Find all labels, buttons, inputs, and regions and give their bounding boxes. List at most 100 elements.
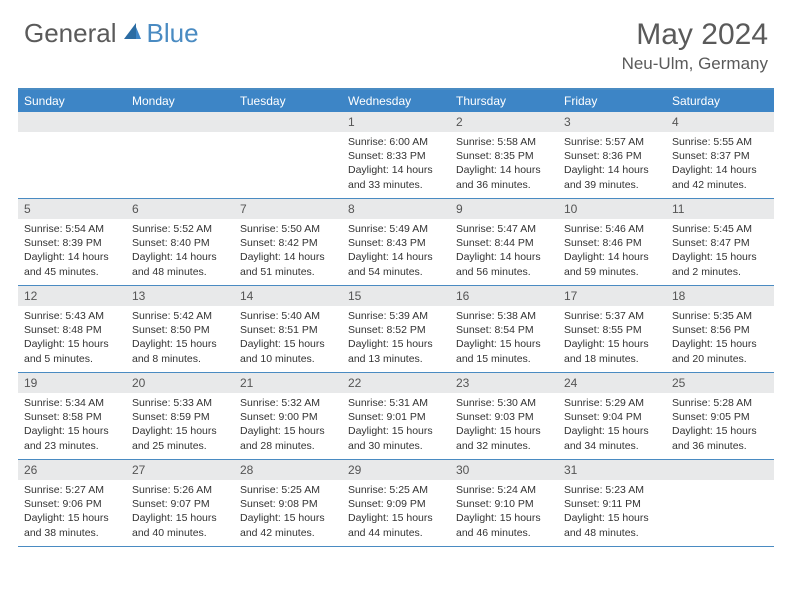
day-header: Friday bbox=[558, 90, 666, 112]
calendar: SundayMondayTuesdayWednesdayThursdayFrid… bbox=[18, 88, 774, 547]
day-detail-line: Sunrise: 5:46 AM bbox=[564, 222, 660, 236]
day-number: 14 bbox=[234, 286, 342, 306]
day-details: Sunrise: 5:33 AMSunset: 8:59 PMDaylight:… bbox=[126, 393, 234, 459]
day-detail-line: Sunset: 8:58 PM bbox=[24, 410, 120, 424]
calendar-day-cell: 12Sunrise: 5:43 AMSunset: 8:48 PMDayligh… bbox=[18, 286, 126, 372]
calendar-day-cell: 20Sunrise: 5:33 AMSunset: 8:59 PMDayligh… bbox=[126, 373, 234, 459]
day-detail-line: Sunset: 8:52 PM bbox=[348, 323, 444, 337]
day-detail-line: and 40 minutes. bbox=[132, 526, 228, 540]
day-number: 16 bbox=[450, 286, 558, 306]
day-detail-line: and 54 minutes. bbox=[348, 265, 444, 279]
day-detail-line: Daylight: 15 hours bbox=[240, 337, 336, 351]
day-header: Thursday bbox=[450, 90, 558, 112]
day-details: Sunrise: 5:58 AMSunset: 8:35 PMDaylight:… bbox=[450, 132, 558, 198]
calendar-day-cell: 10Sunrise: 5:46 AMSunset: 8:46 PMDayligh… bbox=[558, 199, 666, 285]
calendar-day-cell: 28Sunrise: 5:25 AMSunset: 9:08 PMDayligh… bbox=[234, 460, 342, 546]
day-number: 15 bbox=[342, 286, 450, 306]
calendar-day-cell: 19Sunrise: 5:34 AMSunset: 8:58 PMDayligh… bbox=[18, 373, 126, 459]
day-detail-line: Sunrise: 5:26 AM bbox=[132, 483, 228, 497]
calendar-day-cell: 6Sunrise: 5:52 AMSunset: 8:40 PMDaylight… bbox=[126, 199, 234, 285]
calendar-day-cell: 16Sunrise: 5:38 AMSunset: 8:54 PMDayligh… bbox=[450, 286, 558, 372]
day-detail-line: Sunrise: 5:50 AM bbox=[240, 222, 336, 236]
day-details: Sunrise: 5:35 AMSunset: 8:56 PMDaylight:… bbox=[666, 306, 774, 372]
calendar-day-cell: 9Sunrise: 5:47 AMSunset: 8:44 PMDaylight… bbox=[450, 199, 558, 285]
day-detail-line: and 36 minutes. bbox=[672, 439, 768, 453]
day-detail-line: Daylight: 14 hours bbox=[456, 250, 552, 264]
day-details: Sunrise: 5:34 AMSunset: 8:58 PMDaylight:… bbox=[18, 393, 126, 459]
day-number: 21 bbox=[234, 373, 342, 393]
day-detail-line: Sunrise: 5:29 AM bbox=[564, 396, 660, 410]
brand-logo: General Blue bbox=[24, 18, 199, 49]
day-details: Sunrise: 5:24 AMSunset: 9:10 PMDaylight:… bbox=[450, 480, 558, 546]
calendar-day-cell: 7Sunrise: 5:50 AMSunset: 8:42 PMDaylight… bbox=[234, 199, 342, 285]
day-detail-line: and 5 minutes. bbox=[24, 352, 120, 366]
calendar-day-cell bbox=[666, 460, 774, 546]
calendar-week: 26Sunrise: 5:27 AMSunset: 9:06 PMDayligh… bbox=[18, 460, 774, 547]
day-details: Sunrise: 5:39 AMSunset: 8:52 PMDaylight:… bbox=[342, 306, 450, 372]
day-detail-line: and 2 minutes. bbox=[672, 265, 768, 279]
day-detail-line: Sunrise: 5:25 AM bbox=[348, 483, 444, 497]
day-detail-line: and 34 minutes. bbox=[564, 439, 660, 453]
calendar-day-cell bbox=[126, 112, 234, 198]
day-detail-line: Sunrise: 5:47 AM bbox=[456, 222, 552, 236]
day-detail-line: Daylight: 15 hours bbox=[240, 424, 336, 438]
day-details: Sunrise: 5:31 AMSunset: 9:01 PMDaylight:… bbox=[342, 393, 450, 459]
day-number: 7 bbox=[234, 199, 342, 219]
month-title: May 2024 bbox=[622, 18, 768, 52]
calendar-week: 1Sunrise: 6:00 AMSunset: 8:33 PMDaylight… bbox=[18, 112, 774, 199]
day-detail-line: Daylight: 15 hours bbox=[456, 511, 552, 525]
day-number: 28 bbox=[234, 460, 342, 480]
day-detail-line: Daylight: 15 hours bbox=[672, 337, 768, 351]
day-header: Saturday bbox=[666, 90, 774, 112]
day-detail-line: Sunset: 9:10 PM bbox=[456, 497, 552, 511]
brand-blue: Blue bbox=[147, 18, 199, 49]
calendar-day-cell: 26Sunrise: 5:27 AMSunset: 9:06 PMDayligh… bbox=[18, 460, 126, 546]
day-details: Sunrise: 5:25 AMSunset: 9:09 PMDaylight:… bbox=[342, 480, 450, 546]
day-header: Sunday bbox=[18, 90, 126, 112]
day-number: 29 bbox=[342, 460, 450, 480]
day-detail-line: Sunrise: 5:57 AM bbox=[564, 135, 660, 149]
day-number: 17 bbox=[558, 286, 666, 306]
day-details: Sunrise: 5:23 AMSunset: 9:11 PMDaylight:… bbox=[558, 480, 666, 546]
day-detail-line: Daylight: 14 hours bbox=[348, 250, 444, 264]
day-detail-line: Daylight: 15 hours bbox=[348, 511, 444, 525]
day-number: 1 bbox=[342, 112, 450, 132]
day-number: 19 bbox=[18, 373, 126, 393]
day-details: Sunrise: 5:42 AMSunset: 8:50 PMDaylight:… bbox=[126, 306, 234, 372]
day-detail-line: Sunrise: 5:39 AM bbox=[348, 309, 444, 323]
day-detail-line: Sunrise: 5:23 AM bbox=[564, 483, 660, 497]
day-detail-line: and 59 minutes. bbox=[564, 265, 660, 279]
day-detail-line: and 33 minutes. bbox=[348, 178, 444, 192]
calendar-day-cell: 23Sunrise: 5:30 AMSunset: 9:03 PMDayligh… bbox=[450, 373, 558, 459]
day-detail-line: Sunset: 9:04 PM bbox=[564, 410, 660, 424]
day-number: 5 bbox=[18, 199, 126, 219]
day-detail-line: Sunset: 9:08 PM bbox=[240, 497, 336, 511]
day-header-row: SundayMondayTuesdayWednesdayThursdayFrid… bbox=[18, 90, 774, 112]
day-detail-line: and 30 minutes. bbox=[348, 439, 444, 453]
day-detail-line: Sunset: 9:07 PM bbox=[132, 497, 228, 511]
day-details: Sunrise: 5:47 AMSunset: 8:44 PMDaylight:… bbox=[450, 219, 558, 285]
day-detail-line: Sunset: 8:59 PM bbox=[132, 410, 228, 424]
calendar-day-cell: 17Sunrise: 5:37 AMSunset: 8:55 PMDayligh… bbox=[558, 286, 666, 372]
day-detail-line: Daylight: 15 hours bbox=[456, 424, 552, 438]
day-number: 30 bbox=[450, 460, 558, 480]
day-detail-line: and 48 minutes. bbox=[564, 526, 660, 540]
calendar-day-cell: 31Sunrise: 5:23 AMSunset: 9:11 PMDayligh… bbox=[558, 460, 666, 546]
day-detail-line: Sunrise: 5:43 AM bbox=[24, 309, 120, 323]
day-detail-line: Sunrise: 5:42 AM bbox=[132, 309, 228, 323]
day-detail-line: Sunset: 8:35 PM bbox=[456, 149, 552, 163]
calendar-day-cell: 18Sunrise: 5:35 AMSunset: 8:56 PMDayligh… bbox=[666, 286, 774, 372]
day-detail-line: Sunrise: 5:58 AM bbox=[456, 135, 552, 149]
day-number bbox=[18, 112, 126, 132]
day-number bbox=[234, 112, 342, 132]
day-detail-line: Sunset: 9:01 PM bbox=[348, 410, 444, 424]
day-detail-line: Sunrise: 5:28 AM bbox=[672, 396, 768, 410]
day-detail-line: Sunrise: 5:24 AM bbox=[456, 483, 552, 497]
day-detail-line: Sunrise: 5:54 AM bbox=[24, 222, 120, 236]
day-number: 4 bbox=[666, 112, 774, 132]
calendar-day-cell: 30Sunrise: 5:24 AMSunset: 9:10 PMDayligh… bbox=[450, 460, 558, 546]
day-header: Wednesday bbox=[342, 90, 450, 112]
day-number: 13 bbox=[126, 286, 234, 306]
day-detail-line: Daylight: 15 hours bbox=[348, 424, 444, 438]
day-detail-line: Daylight: 14 hours bbox=[564, 250, 660, 264]
